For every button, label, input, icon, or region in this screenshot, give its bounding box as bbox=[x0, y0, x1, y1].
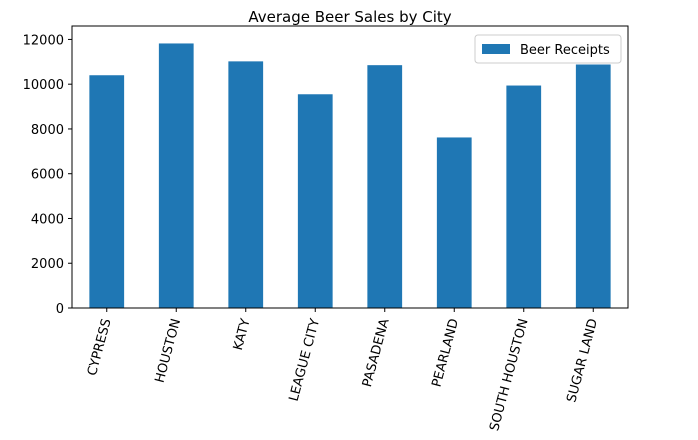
y-tick-label-10000: 10000 bbox=[23, 78, 64, 93]
bar-pasadena bbox=[367, 65, 403, 309]
x-tick-label-south-houston: SOUTH HOUSTON bbox=[487, 317, 531, 432]
bar-sugar-land bbox=[575, 64, 611, 308]
bar-league-city bbox=[297, 94, 333, 308]
legend-swatch bbox=[482, 44, 510, 54]
x-tick-label-sugar-land: SUGAR LAND bbox=[564, 317, 601, 404]
x-tick-label-houston: HOUSTON bbox=[153, 317, 184, 384]
legend-label-beer-receipts: Beer Receipts bbox=[520, 43, 610, 58]
bar-katy bbox=[228, 61, 264, 308]
x-axis: CYPRESS HOUSTON KATY LEAGUE CITY PASADENA PEA… bbox=[85, 308, 601, 433]
y-axis: 0 2000 4000 6000 8000 10000 12000 bbox=[23, 33, 72, 317]
x-tick-label-pearland: PEARLAND bbox=[429, 317, 462, 389]
bar-cypress bbox=[89, 75, 125, 308]
y-tick-label-2000: 2000 bbox=[31, 257, 64, 272]
y-tick-label-8000: 8000 bbox=[31, 123, 64, 138]
x-tick-label-pasadena: PASADENA bbox=[360, 317, 393, 389]
bar-houston bbox=[158, 43, 194, 308]
bar-south-houston bbox=[506, 85, 542, 309]
legend: Beer Receipts bbox=[474, 34, 622, 64]
x-tick-label-katy: KATY bbox=[231, 317, 254, 352]
bar-pearland bbox=[436, 137, 472, 308]
chart-title: Average Beer Sales by City bbox=[248, 8, 451, 26]
x-tick-label-cypress: CYPRESS bbox=[85, 317, 115, 377]
y-tick-label-0: 0 bbox=[56, 302, 64, 317]
plot-frame bbox=[71, 25, 629, 309]
y-tick-label-4000: 4000 bbox=[31, 212, 64, 227]
bars-group bbox=[89, 43, 611, 309]
x-tick-label-league-city: LEAGUE CITY bbox=[287, 317, 323, 403]
y-tick-label-12000: 12000 bbox=[23, 33, 64, 48]
y-tick-label-6000: 6000 bbox=[31, 168, 64, 183]
legend-box bbox=[474, 34, 622, 64]
